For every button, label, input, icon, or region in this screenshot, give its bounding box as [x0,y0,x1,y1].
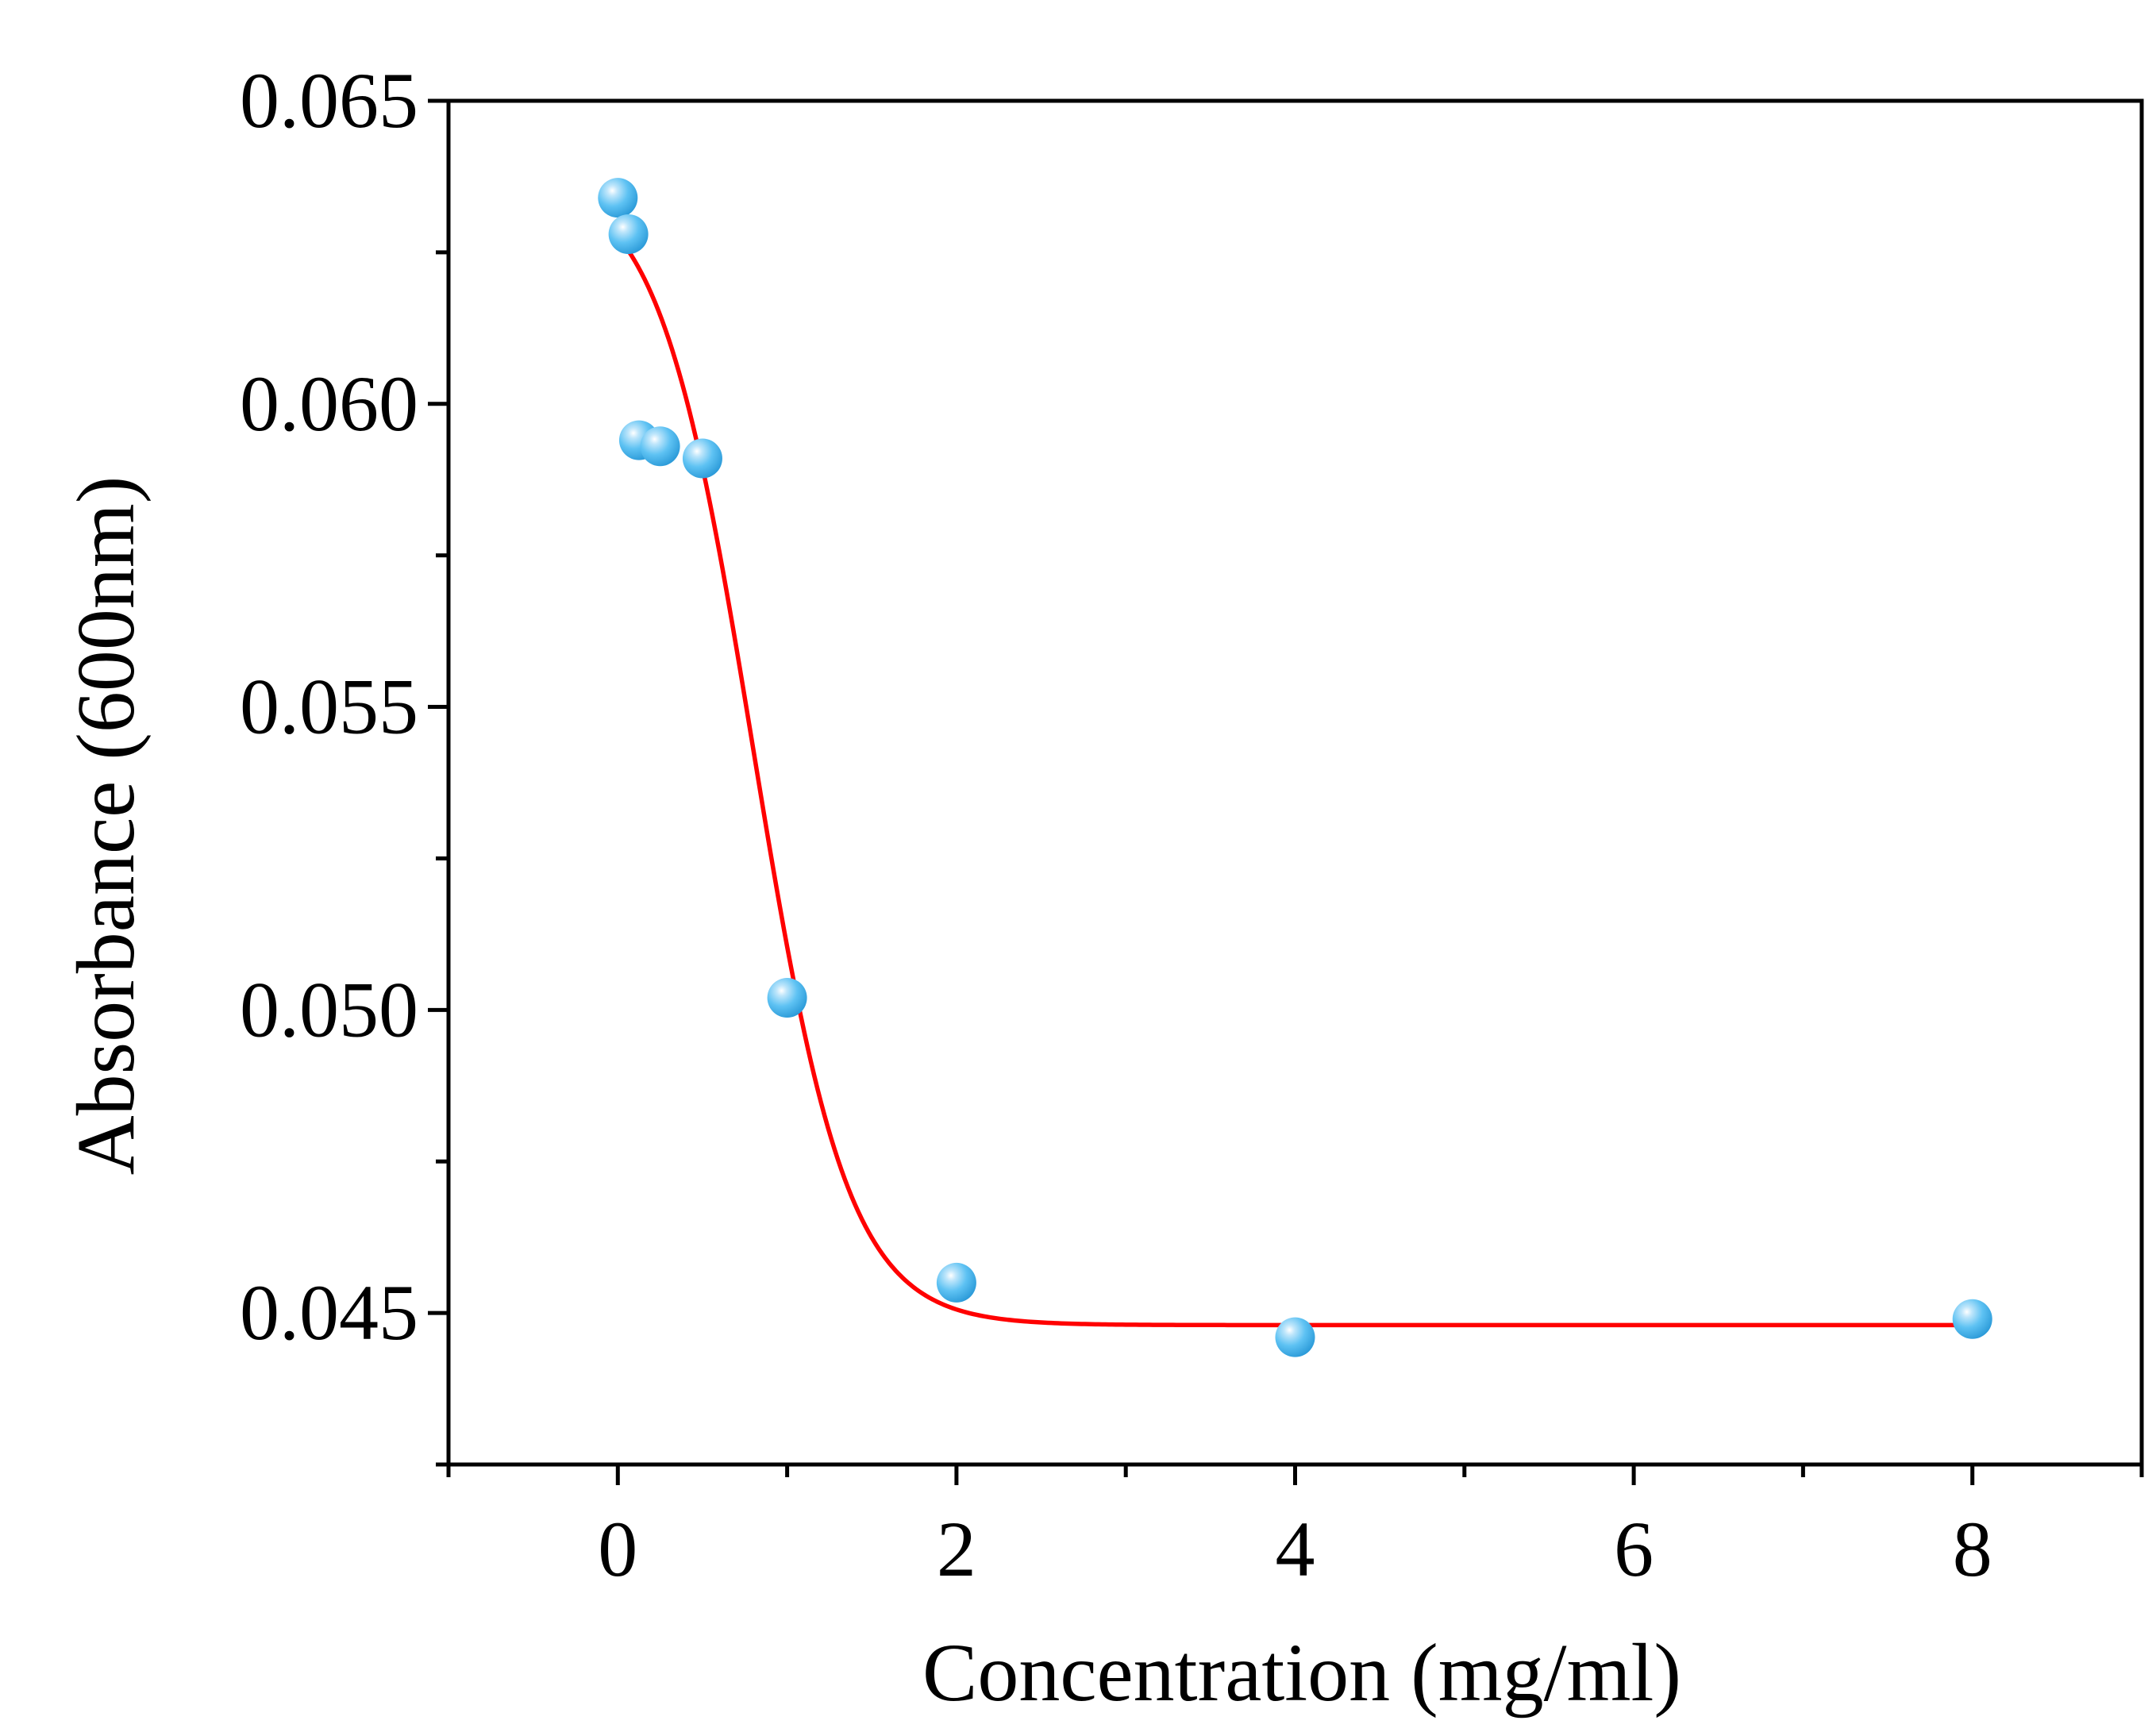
x-axis-ticks: 0 2 4 6 8 [446,1465,2144,1593]
y-axis-ticks: 0.045 0.050 0.055 0.060 0.065 [240,56,449,1467]
fit-curve-layer [616,234,1973,1328]
data-point [767,978,807,1018]
x-tick-label: 4 [1276,1505,1315,1593]
data-point [936,1262,976,1303]
fit-curve [616,234,1973,1328]
x-tick-label: 8 [1953,1505,1992,1593]
data-points-layer [598,178,1992,1357]
y-axis-title: Absorbance (600nm) [60,476,152,1176]
data-point [1952,1299,1992,1339]
y-tick-label: 0.045 [240,1268,418,1357]
x-axis-title: Concentration (mg/ml) [922,1627,1681,1719]
data-point [1275,1317,1315,1357]
y-tick-label: 0.055 [240,663,418,751]
data-point [598,178,638,218]
data-point [608,214,649,254]
y-tick-label: 0.050 [240,965,418,1053]
data-point [682,438,722,479]
y-tick-label: 0.060 [240,360,418,448]
data-point [640,426,680,467]
x-tick-label: 6 [1614,1505,1654,1593]
x-tick-label: 2 [937,1505,976,1593]
x-tick-label: 0 [598,1505,637,1593]
y-tick-label: 0.065 [240,56,418,144]
plot-frame [446,98,2144,1467]
axes-frame [446,98,2144,1467]
